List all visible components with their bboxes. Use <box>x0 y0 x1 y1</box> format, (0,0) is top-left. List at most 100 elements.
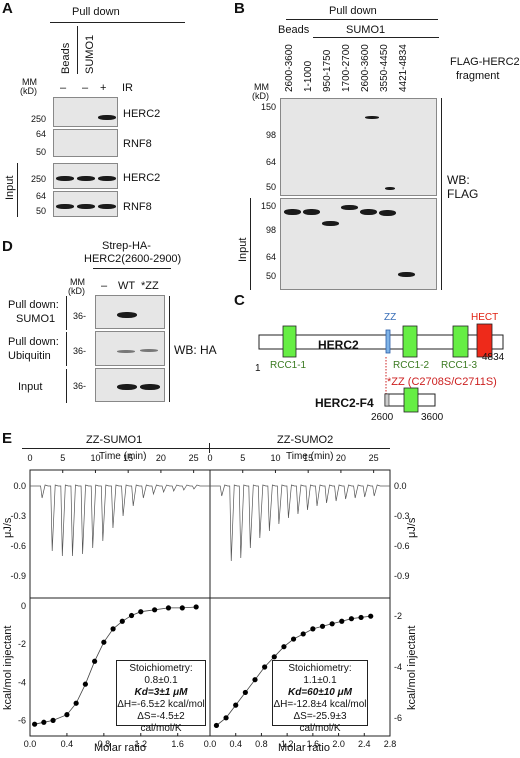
row-label: Ubiquitin <box>8 350 51 362</box>
time-tick-label: 25 <box>189 453 199 463</box>
band <box>341 205 358 210</box>
sumo1-label: SUMO1 <box>346 24 386 36</box>
stoich-label: Stoichiometry: <box>288 663 352 674</box>
x-label-left: Molar ratio <box>94 742 146 754</box>
sumo1-fit-box: Stoichiometry: 0.8±0.1 Kd=3±1 μM ΔH=-6.5… <box>116 660 206 734</box>
x-tick-label: 0.8 <box>98 739 111 749</box>
band <box>360 209 377 215</box>
time-tick-label: 20 <box>336 453 346 463</box>
marker-tick: 150 <box>260 102 276 112</box>
dh-value: ΔH=-12.8±4 kcal/mol <box>273 699 367 710</box>
blot-label-herc2: HERC2 <box>123 172 161 184</box>
band <box>140 384 160 390</box>
title-rule <box>22 448 390 449</box>
marker-tick: 50 <box>265 182 276 192</box>
rcc1-1-domain <box>282 325 297 358</box>
blot-d-input <box>95 368 165 402</box>
top-y-label-right: μJ/s <box>406 517 418 538</box>
band <box>77 204 95 209</box>
f4-name: HERC2-F4 <box>315 396 374 410</box>
mm-label: MM <box>70 277 85 287</box>
blot-a-herc2-input <box>53 163 118 189</box>
sumo1-data-point <box>128 612 135 619</box>
beads-label: Beads <box>278 24 310 36</box>
fragment-label: 4421-4834 <box>398 44 409 92</box>
sumo1-data-point <box>82 681 88 687</box>
ds-value: ΔS=-25.9±3 cal/mol/K <box>293 711 347 734</box>
sumo2-data-point <box>329 621 335 627</box>
blot-b-pulldown <box>280 98 437 196</box>
sumo1-data-point <box>41 719 47 725</box>
wb-bracket <box>169 296 170 402</box>
x-tick-label: 2.8 <box>384 739 397 749</box>
blot-label-herc2: HERC2 <box>123 108 161 120</box>
fragment-label: 1700-2700 <box>341 44 352 92</box>
row-divider <box>66 296 67 330</box>
blot-a-herc2-pd <box>53 97 118 127</box>
marker-tick: 64 <box>265 252 276 262</box>
zz-label: ZZ <box>384 312 397 323</box>
f4-zz-mark <box>384 393 390 407</box>
band <box>322 221 339 226</box>
marker-tick: 98 <box>265 225 276 235</box>
band <box>117 384 137 390</box>
band <box>379 210 396 216</box>
sumo2-data-point <box>319 623 326 629</box>
construct-title-2: HERC2(2600-2900) <box>84 253 182 265</box>
band <box>117 350 135 353</box>
blot-a-rnf8-input <box>53 191 118 217</box>
sumo2-data-point <box>300 631 306 637</box>
blot-d-ubiquitin <box>95 331 165 366</box>
top-ytick-label: -0.6 <box>10 541 26 551</box>
marker-36: 36- <box>73 346 87 356</box>
fragment-word: fragment <box>456 70 500 82</box>
rcc1-3-domain <box>452 325 469 358</box>
band <box>140 349 158 352</box>
band <box>398 272 415 277</box>
pulldown-label: Pull down <box>72 6 120 18</box>
marker-64: 64 <box>36 129 47 139</box>
panel-c-label: C <box>234 292 245 309</box>
sumo2-raw-trace <box>210 484 390 562</box>
sumo1-data-point <box>64 712 70 718</box>
band <box>385 187 395 190</box>
dh-value: ΔH=-6.5±2 kcal/mol <box>117 699 205 710</box>
stoich-value: 0.8±0.1 <box>144 675 178 686</box>
sumo1-data-point <box>138 609 144 615</box>
panel-b-label: B <box>234 0 245 17</box>
time-tick-label: 15 <box>303 453 313 463</box>
time-tick-label: 0 <box>207 453 212 463</box>
input-label: Input <box>237 237 249 262</box>
fragment-label: 2600-3600 <box>284 44 295 92</box>
wb-antibody: FLAG <box>447 187 479 201</box>
sumo2-data-point <box>339 618 345 624</box>
zz-domain <box>385 329 391 354</box>
pulldown-label: Pull down <box>329 5 377 17</box>
marker-tick: 64 <box>265 157 276 167</box>
sign-2: – <box>82 82 89 94</box>
marker-tick: 150 <box>260 201 276 211</box>
time-tick-label: 15 <box>123 453 133 463</box>
stoich-label: Stoichiometry: <box>129 663 193 674</box>
input-label: Input <box>4 175 16 200</box>
sumo1-data-point <box>165 605 172 611</box>
time-tick-label: 5 <box>60 453 65 463</box>
pulldown-bracket <box>50 22 185 23</box>
rcc1-2-domain <box>402 325 418 358</box>
bottom-ytick-label: -4 <box>18 677 26 687</box>
band <box>365 116 379 119</box>
band <box>117 312 137 318</box>
band <box>303 209 320 215</box>
lane-wt: WT <box>118 280 136 292</box>
time-label-right: Time (min) <box>286 451 334 462</box>
bottom-y-label-right: kcal/mol injectant <box>406 625 418 710</box>
x-tick-label: 2.0 <box>332 739 345 749</box>
fragment-label: 950-1750 <box>322 49 333 92</box>
input-bracket <box>17 163 18 217</box>
time-tick-label: 0 <box>27 453 32 463</box>
stoich-value: 1.1±0.1 <box>303 675 337 686</box>
x-tick-label: 0.0 <box>24 739 37 749</box>
sign-1: – <box>60 82 67 94</box>
flag-herc2-label: FLAG-HERC2 <box>450 56 520 68</box>
rcc1-3-label: RCC1-3 <box>441 360 478 371</box>
